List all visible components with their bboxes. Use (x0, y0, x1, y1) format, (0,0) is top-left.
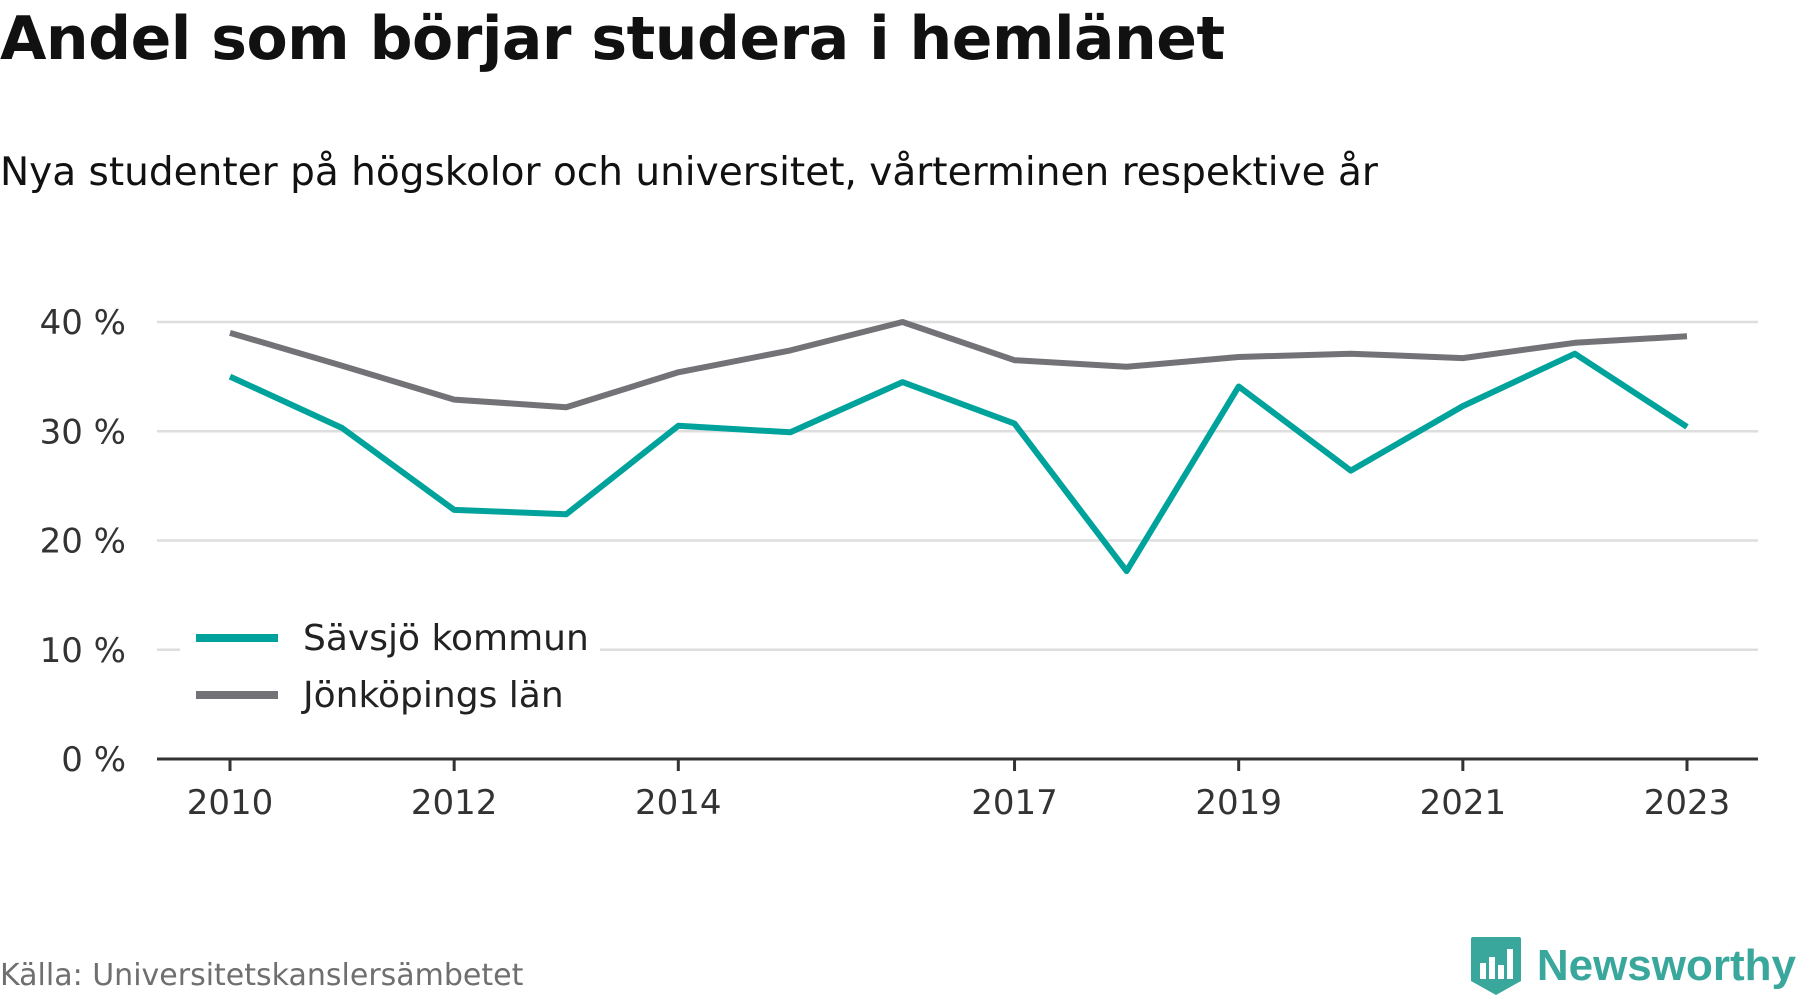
y-tick-label: 0 % (61, 740, 126, 780)
x-tick-label: 2017 (971, 783, 1058, 823)
legend-label: Sävsjö kommun (303, 618, 589, 659)
series-line (229, 319, 1688, 411)
x-tick-label: 2021 (1420, 783, 1507, 823)
gridlines (157, 320, 1758, 651)
y-tick-label: 10 % (40, 631, 126, 671)
legend-background (180, 610, 600, 730)
x-tick-label: 2012 (411, 783, 498, 823)
x-tick-label: 2019 (1195, 783, 1282, 823)
series-lines (228, 319, 1689, 575)
y-tick-label: 40 % (40, 303, 126, 343)
newsworthy-logo-icon (1470, 937, 1521, 995)
y-axis-ticks: 0 % 10 % 20 % 30 % 40 % (40, 303, 126, 780)
series-line (228, 350, 1689, 575)
legend-backdrop (180, 610, 600, 730)
brand: Newsworthy (1469, 935, 1796, 997)
x-tick-label: 2023 (1644, 783, 1731, 823)
source-note: Källa: Universitetskanslersämbetet (0, 958, 524, 993)
x-axis: 2010 2012 2014 2017 2019 2021 2023 (157, 757, 1758, 823)
chart-title: Andel som börjar studera i hemlänet (0, 4, 1225, 74)
y-tick-label: 30 % (40, 412, 126, 452)
legend-label: Jönköpings län (301, 675, 564, 716)
x-tick-label: 2010 (187, 783, 274, 823)
chart-subtitle: Nya studenter på högskolor och universit… (0, 150, 1378, 195)
y-tick-label: 20 % (40, 522, 126, 562)
legend: Sävsjö kommun Jönköpings län (196, 618, 589, 716)
brand-name: Newsworthy (1536, 941, 1796, 990)
x-tick-label: 2014 (635, 783, 722, 823)
